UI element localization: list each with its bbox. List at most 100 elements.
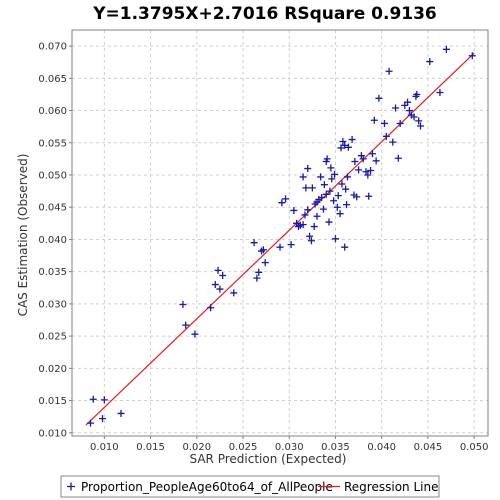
data-point [255, 268, 263, 276]
data-point [310, 223, 318, 231]
y-tick-label: 0.040 [38, 235, 67, 246]
data-point [392, 104, 400, 112]
data-point [304, 206, 312, 214]
x-tick-label: 0.045 [414, 442, 443, 453]
data-point [405, 107, 413, 115]
data-point [319, 205, 327, 213]
data-point [276, 243, 284, 251]
data-point [413, 90, 421, 98]
data-point [372, 157, 380, 165]
data-point [313, 212, 321, 220]
data-point [436, 89, 444, 97]
data-point [307, 237, 315, 245]
data-point [339, 137, 347, 145]
x-tick-label: 0.050 [460, 442, 489, 453]
data-point [351, 157, 359, 165]
y-tick-label: 0.065 [38, 74, 67, 85]
data-point [322, 190, 330, 198]
data-point [396, 119, 404, 127]
data-point [331, 170, 339, 178]
data-point [211, 281, 219, 289]
legend-item-regression: Regression Line [318, 480, 438, 494]
x-tick-label: 0.030 [275, 442, 304, 453]
data-point [306, 232, 314, 240]
data-point [261, 259, 269, 267]
data-point [317, 173, 325, 181]
data-point [302, 184, 310, 192]
y-tick-label: 0.010 [38, 428, 67, 439]
data-point [323, 155, 331, 163]
data-point [442, 45, 450, 53]
x-tick-label: 0.035 [321, 442, 350, 453]
x-tick-label: 0.040 [367, 442, 396, 453]
legend-label-regression: Regression Line [344, 480, 438, 494]
data-point [415, 117, 423, 125]
plot-frame [71, 29, 489, 437]
data-point [410, 113, 418, 121]
x-tick-label: 0.025 [229, 442, 258, 453]
legend-item-points: Proportion_PeopleAge60to64_of_AllPeople [67, 480, 333, 494]
legend-box [60, 475, 440, 498]
data-point [282, 195, 290, 203]
data-point [355, 166, 363, 174]
data-point [385, 67, 393, 75]
y-tick-label: 0.025 [38, 332, 67, 343]
data-point [327, 164, 335, 172]
data-point [278, 199, 286, 207]
data-point [207, 304, 215, 312]
plot-area: 0.010 0.015 0.020 0.025 0.030 0.035 0.040 0.045… [38, 29, 489, 453]
data-point [117, 409, 125, 417]
data-point [318, 194, 326, 202]
data-point [89, 395, 97, 403]
data-point [367, 166, 375, 174]
legend-label-points: Proportion_PeopleAge60to64_of_AllPeople [81, 480, 333, 494]
data-point [394, 154, 402, 162]
data-point [334, 192, 342, 200]
data-point [343, 173, 351, 181]
data-point [179, 301, 187, 309]
x-tick-label: 0.015 [136, 442, 165, 453]
data-point [353, 193, 361, 201]
data-point [368, 150, 376, 158]
data-point [365, 192, 373, 200]
y-tick-label: 0.050 [38, 171, 67, 182]
data-point [417, 122, 425, 130]
data-point [328, 175, 336, 183]
data-point [214, 266, 222, 274]
data-point [370, 116, 378, 124]
data-point [343, 201, 351, 209]
data-point [100, 396, 108, 404]
data-point [86, 419, 94, 427]
data-point [330, 197, 338, 205]
data-point [99, 415, 107, 423]
data-point [348, 136, 356, 144]
data-point [182, 321, 190, 329]
data-point [344, 143, 352, 151]
legend: Proportion_PeopleAge60to64_of_AllPeople … [60, 475, 440, 498]
data-point [426, 58, 434, 66]
data-point [308, 184, 316, 192]
data-point [299, 221, 307, 229]
chart-title: Y=1.3795X+2.7016 RSquare 0.9136 [92, 4, 437, 24]
data-point [468, 52, 476, 60]
data-point [331, 235, 339, 243]
data-point [216, 285, 224, 293]
data-point [299, 173, 307, 181]
y-tick-label: 0.045 [38, 203, 67, 214]
data-point [375, 94, 383, 102]
y-tick-label: 0.060 [38, 106, 67, 117]
data-point [341, 141, 349, 149]
data-point [404, 98, 412, 106]
y-tick-label: 0.020 [38, 364, 67, 375]
data-point [191, 330, 199, 338]
data-point [219, 272, 227, 280]
data-point [230, 289, 238, 297]
data-point [338, 180, 346, 188]
data-point [301, 211, 309, 219]
data-point [333, 203, 341, 211]
x-tick-label: 0.020 [182, 442, 211, 453]
data-point [341, 243, 349, 251]
y-tick-label: 0.055 [38, 138, 67, 149]
